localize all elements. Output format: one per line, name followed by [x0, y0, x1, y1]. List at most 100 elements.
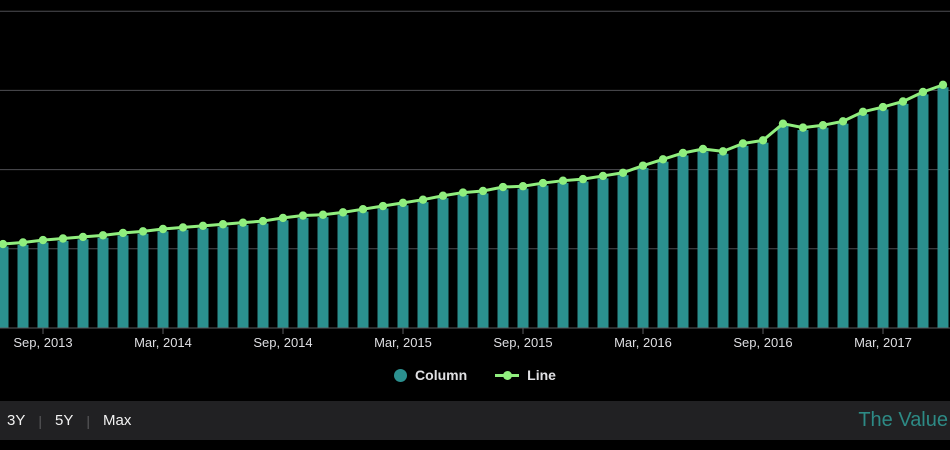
- line-point[interactable]: [898, 97, 908, 106]
- column-bar[interactable]: [197, 228, 209, 328]
- column-bar[interactable]: [897, 103, 909, 328]
- line-point[interactable]: [218, 220, 228, 229]
- column-bar[interactable]: [697, 151, 709, 328]
- column-bar[interactable]: [757, 142, 769, 328]
- column-bar[interactable]: [577, 181, 589, 328]
- column-bar[interactable]: [677, 155, 689, 328]
- line-point[interactable]: [78, 232, 88, 242]
- column-bar[interactable]: [277, 220, 289, 328]
- line-point[interactable]: [98, 231, 108, 240]
- line-point[interactable]: [18, 238, 28, 247]
- column-bar[interactable]: [817, 127, 829, 329]
- line-point[interactable]: [118, 228, 128, 238]
- range-button-3y[interactable]: 3Y: [0, 412, 38, 429]
- line-point[interactable]: [878, 102, 888, 112]
- column-bar[interactable]: [777, 126, 789, 328]
- column-bar[interactable]: [837, 123, 849, 328]
- column-bar[interactable]: [417, 202, 429, 328]
- column-bar[interactable]: [717, 153, 729, 328]
- line-point[interactable]: [178, 223, 188, 232]
- column-bar[interactable]: [857, 114, 869, 328]
- column-bar[interactable]: [337, 214, 349, 328]
- range-button-max[interactable]: Max: [90, 412, 144, 429]
- line-point[interactable]: [338, 208, 348, 217]
- column-bar[interactable]: [537, 185, 549, 328]
- column-bar[interactable]: [317, 217, 329, 328]
- line-point[interactable]: [278, 213, 288, 223]
- line-point[interactable]: [678, 148, 688, 158]
- legend-item-line[interactable]: Line: [495, 367, 556, 383]
- column-bar[interactable]: [357, 211, 369, 328]
- column-bar[interactable]: [57, 240, 69, 328]
- column-bar[interactable]: [637, 168, 649, 328]
- column-bar[interactable]: [217, 226, 229, 328]
- column-bar[interactable]: [937, 87, 949, 329]
- line-point[interactable]: [398, 198, 408, 208]
- line-point[interactable]: [478, 186, 488, 196]
- line-point[interactable]: [778, 119, 788, 128]
- line-point[interactable]: [858, 107, 868, 116]
- column-bar[interactable]: [617, 175, 629, 328]
- line-point[interactable]: [658, 155, 668, 164]
- line-point[interactable]: [258, 216, 268, 226]
- line-point[interactable]: [538, 178, 548, 188]
- column-bar[interactable]: [77, 239, 89, 328]
- line-point[interactable]: [838, 117, 848, 126]
- line-point[interactable]: [458, 188, 468, 197]
- line-point[interactable]: [298, 211, 308, 220]
- column-bar[interactable]: [117, 235, 129, 328]
- column-bar[interactable]: [137, 233, 149, 328]
- line-point[interactable]: [518, 182, 528, 191]
- column-bar[interactable]: [557, 183, 569, 328]
- line-point[interactable]: [138, 227, 148, 236]
- line-point[interactable]: [0, 239, 8, 249]
- line-point[interactable]: [638, 161, 648, 170]
- line-point[interactable]: [358, 205, 368, 214]
- column-bar[interactable]: [917, 94, 929, 328]
- column-bar[interactable]: [457, 194, 469, 328]
- line-point[interactable]: [738, 139, 748, 148]
- line-point[interactable]: [698, 144, 708, 154]
- column-bar[interactable]: [497, 189, 509, 328]
- line-point[interactable]: [58, 234, 68, 243]
- line-point[interactable]: [38, 235, 48, 245]
- line-point[interactable]: [938, 80, 948, 90]
- line-point[interactable]: [818, 121, 828, 130]
- column-bar[interactable]: [0, 246, 9, 328]
- line-point[interactable]: [418, 195, 428, 204]
- column-bar[interactable]: [37, 242, 49, 328]
- line-point[interactable]: [498, 182, 508, 192]
- line-point[interactable]: [718, 147, 728, 156]
- range-button-5y[interactable]: 5Y: [42, 412, 86, 429]
- column-bar[interactable]: [797, 130, 809, 328]
- line-point[interactable]: [558, 176, 568, 185]
- column-bar[interactable]: [297, 217, 309, 328]
- column-bar[interactable]: [477, 193, 489, 328]
- line-point[interactable]: [378, 201, 388, 211]
- line-point[interactable]: [618, 168, 628, 177]
- column-bar[interactable]: [17, 244, 29, 328]
- column-bar[interactable]: [877, 109, 889, 329]
- column-bar[interactable]: [97, 237, 109, 328]
- column-bar[interactable]: [437, 198, 449, 328]
- column-bar[interactable]: [517, 188, 529, 328]
- column-bar[interactable]: [597, 178, 609, 328]
- line-point[interactable]: [438, 191, 448, 200]
- line-point[interactable]: [198, 221, 208, 231]
- line-point[interactable]: [918, 87, 928, 97]
- line-point[interactable]: [318, 210, 328, 219]
- line-point[interactable]: [158, 224, 168, 234]
- legend-item-column[interactable]: Column: [394, 367, 467, 383]
- column-bar[interactable]: [377, 208, 389, 328]
- line-point[interactable]: [758, 136, 768, 145]
- column-bar[interactable]: [177, 229, 189, 328]
- column-bar[interactable]: [157, 231, 169, 328]
- column-bar[interactable]: [257, 223, 269, 328]
- column-bar[interactable]: [657, 161, 669, 328]
- column-bar[interactable]: [237, 225, 249, 328]
- line-point[interactable]: [598, 171, 608, 181]
- line-point[interactable]: [798, 123, 808, 132]
- line-point[interactable]: [578, 174, 588, 184]
- column-bar[interactable]: [397, 205, 409, 328]
- column-bar[interactable]: [737, 145, 749, 328]
